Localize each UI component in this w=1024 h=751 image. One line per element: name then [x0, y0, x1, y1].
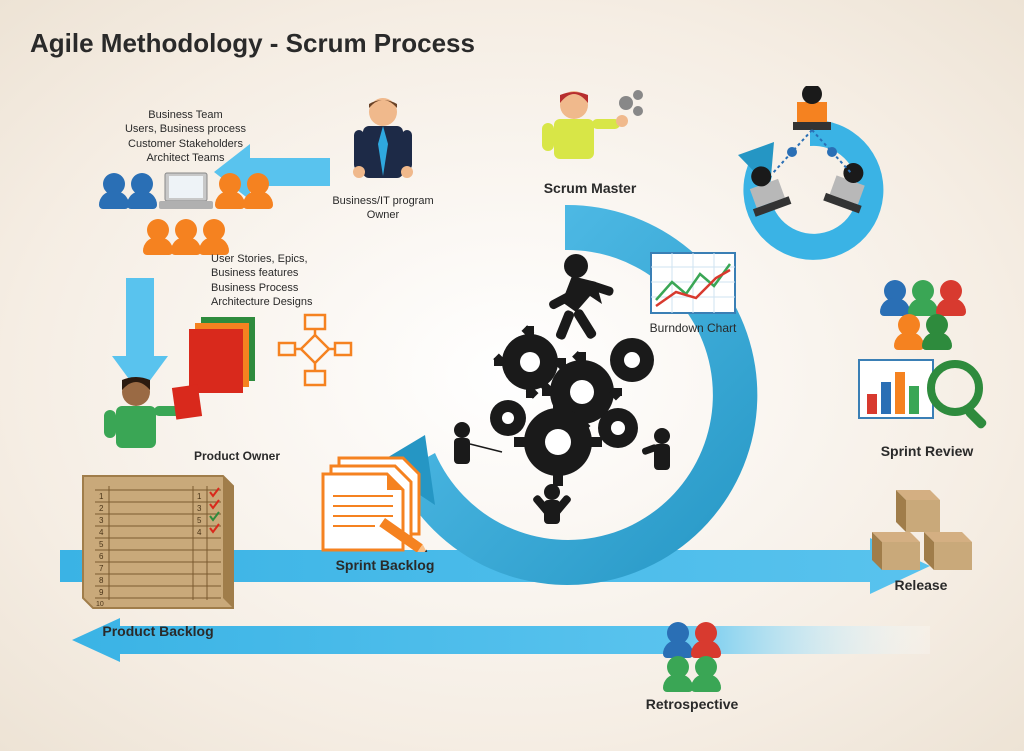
- retrospective-block: Retrospective: [602, 622, 782, 712]
- svg-text:8: 8: [99, 576, 104, 585]
- svg-text:3: 3: [197, 504, 202, 513]
- retro-people-row2: [602, 656, 782, 678]
- product-backlog-icon: 1 2 3 4 5 6 7 8 9 10 1 3 5 4: [73, 468, 243, 618]
- sprint-review-team-block: [858, 280, 988, 354]
- svg-text:5: 5: [197, 516, 202, 525]
- svg-text:10: 10: [96, 601, 104, 608]
- svg-text:5: 5: [99, 540, 104, 549]
- svg-text:3: 3: [99, 516, 104, 525]
- laptop-icon: [157, 171, 215, 213]
- review-people-row2: [858, 314, 988, 336]
- svg-text:1: 1: [197, 492, 202, 501]
- burndown-chart-label: Burndown Chart: [628, 321, 758, 337]
- people-cluster-left: [103, 173, 153, 213]
- product-owner-label: Product Owner: [194, 449, 286, 463]
- dev-team-icon: [742, 86, 882, 226]
- businessman-icon: [348, 94, 418, 194]
- release-boxes-icon: [866, 484, 976, 572]
- business-owner-block: Business/IT program Owner: [318, 94, 448, 223]
- svg-text:4: 4: [99, 528, 104, 537]
- svg-text:1: 1: [99, 492, 104, 501]
- release-block: Release: [856, 484, 986, 593]
- sprint-review-block: Sprint Review: [852, 358, 1002, 459]
- svg-text:4: 4: [197, 528, 202, 537]
- flowchart-icon: [275, 313, 355, 393]
- release-label: Release: [856, 577, 986, 593]
- page-title: Agile Methodology - Scrum Process: [30, 28, 475, 59]
- product-owner-block: Product Owner: [96, 372, 286, 463]
- business-owner-label: Business/IT program Owner: [318, 194, 448, 223]
- retrospective-label: Retrospective: [602, 696, 782, 712]
- review-people-row1: [858, 280, 988, 302]
- people-cluster-right: [219, 173, 269, 213]
- burndown-chart-block: Burndown Chart: [628, 252, 758, 337]
- sprint-review-icon: [857, 358, 997, 438]
- scrum-master-label: Scrum Master: [510, 180, 670, 196]
- burndown-chart-icon: [650, 252, 736, 314]
- scrum-master-block: Scrum Master: [510, 85, 670, 196]
- svg-text:9: 9: [99, 588, 104, 597]
- product-backlog-label: Product Backlog: [58, 623, 258, 639]
- user-stories-text: User Stories, Epics, Business features B…: [211, 252, 395, 309]
- svg-text:6: 6: [99, 552, 104, 561]
- product-owner-icon: [96, 372, 206, 462]
- sprint-review-label: Sprint Review: [852, 443, 1002, 459]
- svg-text:7: 7: [99, 564, 104, 573]
- dev-team-block: [742, 86, 882, 226]
- business-team-block: Business Team Users, Business process Cu…: [78, 108, 293, 259]
- scrum-master-icon: [530, 85, 650, 175]
- retro-people-row1: [602, 622, 782, 644]
- sprint-backlog-label: Sprint Backlog: [300, 557, 470, 573]
- svg-text:2: 2: [99, 504, 104, 513]
- product-backlog-block: 1 2 3 4 5 6 7 8 9 10 1 3 5 4 Product Backlog: [58, 468, 258, 639]
- business-team-text: Business Team Users, Business process Cu…: [78, 108, 293, 165]
